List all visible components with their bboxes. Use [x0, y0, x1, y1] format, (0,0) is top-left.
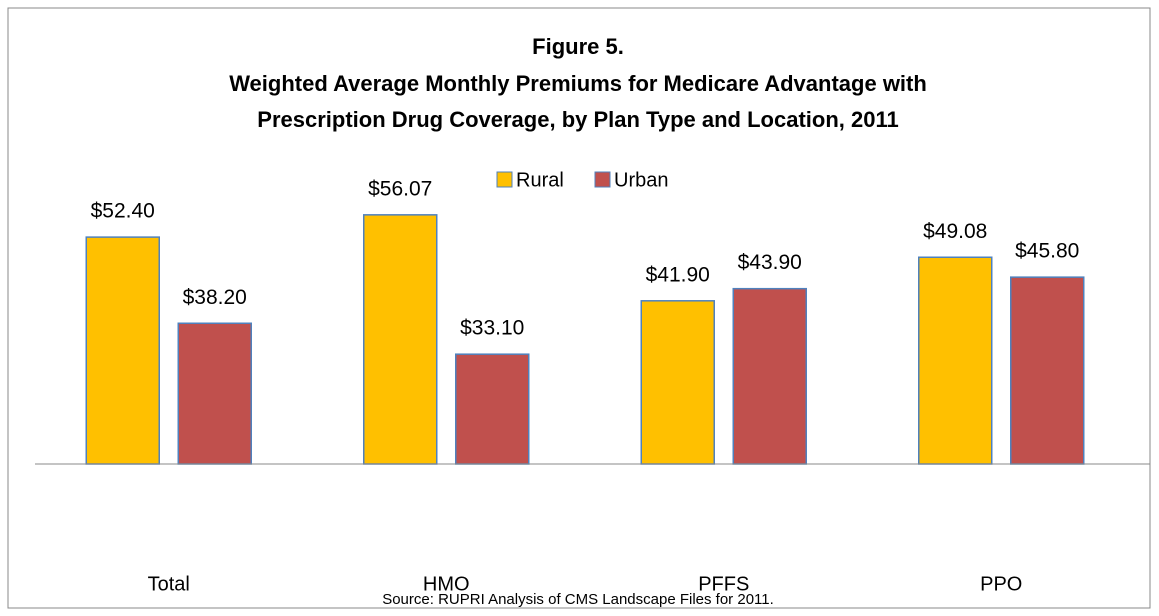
x-tick-label: HMO: [423, 573, 470, 595]
bar: [918, 256, 993, 465]
data-label: $52.40: [91, 200, 155, 223]
x-tick-label: PPO: [980, 573, 1022, 595]
data-label: $43.90: [738, 251, 802, 274]
data-label: $56.07: [368, 177, 432, 200]
bar: [732, 287, 807, 465]
x-tick-label: PFFS: [698, 573, 749, 595]
chart-subtitle: Prescription Drug Coverage, by Plan Type…: [257, 107, 898, 132]
data-label: $45.80: [1015, 240, 1079, 263]
bar: [177, 322, 252, 465]
chart-subtitle: Weighted Average Monthly Premiums for Me…: [229, 71, 927, 96]
bar: [85, 236, 160, 465]
bar: [363, 214, 438, 465]
legend-label: Urban: [614, 169, 668, 191]
x-tick-label: Total: [148, 573, 190, 595]
bar: [1010, 276, 1085, 465]
chart-title: Figure 5.: [532, 34, 624, 59]
legend-swatch: [496, 171, 513, 188]
source-note: Source: RUPRI Analysis of CMS Landscape …: [382, 591, 774, 608]
data-label: $38.20: [183, 286, 247, 309]
legend-label: Rural: [516, 169, 564, 191]
data-label: $33.10: [460, 317, 524, 340]
bar: [640, 300, 715, 465]
legend-swatch: [594, 171, 611, 188]
data-label: $41.90: [646, 263, 710, 286]
data-label: $49.08: [923, 220, 987, 243]
bar: [455, 353, 530, 465]
